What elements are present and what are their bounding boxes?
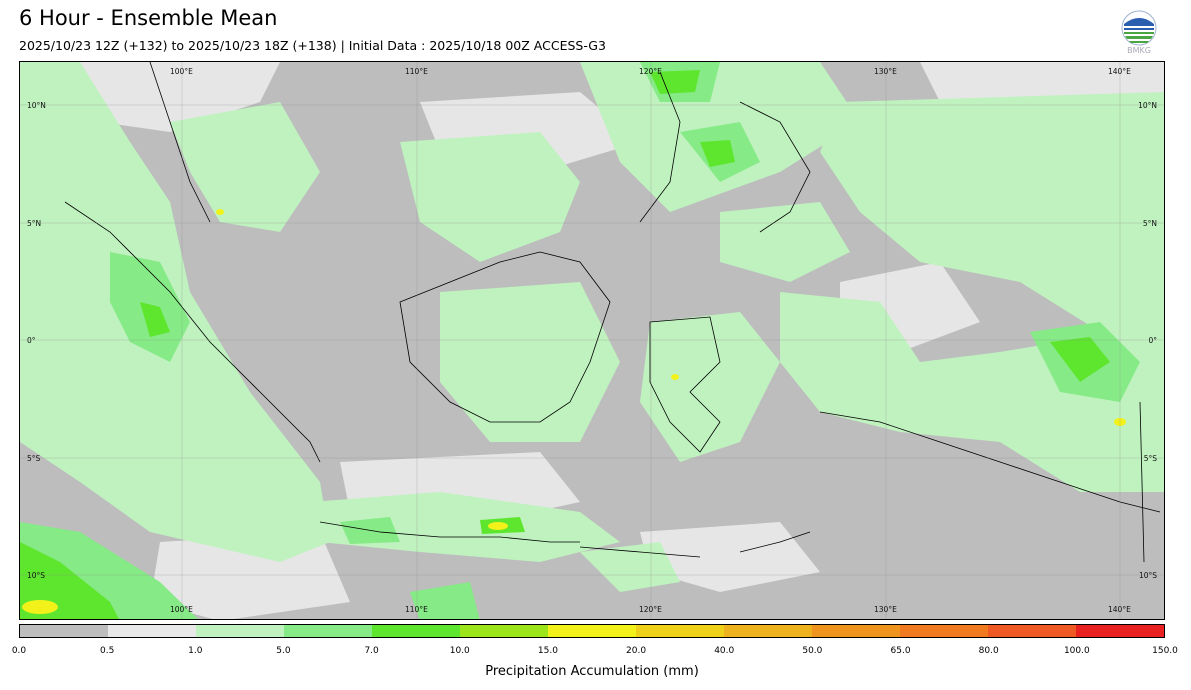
very-heavy-rain-regions <box>20 70 1110 619</box>
colorbar-tick-label: 20.0 <box>626 646 647 656</box>
svg-text:BMKG: BMKG <box>1127 46 1151 54</box>
lon-label-140e-bottom: 140°E <box>1108 605 1131 614</box>
lon-label-130e-top: 130°E <box>874 67 897 76</box>
lon-label-110e-top: 110°E <box>405 67 428 76</box>
colorbar <box>19 624 1165 638</box>
colorbar-segment <box>812 625 900 637</box>
colorbar-tick-label: 5.0 <box>276 646 291 656</box>
lat-label-0-left: 0° <box>27 336 36 345</box>
lat-label-5n-left: 5°N <box>27 219 42 228</box>
lon-label-100e-top: 100°E <box>170 67 193 76</box>
colorbar-tick-label: 100.0 <box>1063 646 1090 656</box>
chart-subtitle: 2025/10/23 12Z (+132) to 2025/10/23 18Z … <box>19 38 606 53</box>
colorbar-tick-label: 7.0 <box>364 646 379 656</box>
lon-label-120e-top: 120°E <box>639 67 662 76</box>
lat-label-0-right: 0° <box>1148 336 1157 345</box>
colorbar-tick-label: 0.5 <box>99 646 115 656</box>
lat-label-5n-right: 5°N <box>1142 219 1157 228</box>
colorbar-segment <box>988 625 1076 637</box>
colorbar-segment <box>20 625 108 637</box>
colorbar-segment <box>284 625 372 637</box>
precipitation-map: 100°E 110°E 120°E 130°E 140°E 100°E 110°… <box>19 61 1165 620</box>
colorbar-segment <box>196 625 284 637</box>
lat-label-10s-left: 10°S <box>27 571 46 580</box>
gridlines <box>20 62 1164 619</box>
bmkg-logo-icon: BMKG <box>1121 10 1157 55</box>
colorbar-tick-label: 0.0 <box>11 646 27 656</box>
lat-label-5s-right: 5°S <box>1143 454 1157 463</box>
colorbar-tick-label: 40.0 <box>714 646 735 656</box>
colorbar-tick-label: 150.0 <box>1152 646 1178 656</box>
lon-label-120e-bottom: 120°E <box>639 605 662 614</box>
lon-label-100e-bottom: 100°E <box>170 605 193 614</box>
colorbar-segment <box>724 625 812 637</box>
lat-label-10s-right: 10°S <box>1138 571 1157 580</box>
colorbar-segment <box>372 625 460 637</box>
lat-label-5s-left: 5°S <box>27 454 41 463</box>
colorbar-tick-label: 15.0 <box>537 646 558 656</box>
colorbar-segment <box>636 625 724 637</box>
colorbar-segment <box>900 625 988 637</box>
colorbar-tick-label: 10.0 <box>449 646 470 656</box>
chart-title: 6 Hour - Ensemble Mean <box>19 6 278 30</box>
colorbar-tick-label: 65.0 <box>890 646 911 656</box>
lon-label-110e-bottom: 110°E <box>405 605 428 614</box>
colorbar-label: Precipitation Accumulation (mm) <box>485 664 699 679</box>
extreme-rain-spots <box>22 209 1126 614</box>
colorbar-tick-label: 80.0 <box>978 646 999 656</box>
colorbar-segment <box>460 625 548 637</box>
colorbar-tick-label: 50.0 <box>802 646 823 656</box>
colorbar-segment <box>108 625 196 637</box>
lon-label-130e-bottom: 130°E <box>874 605 897 614</box>
lat-label-10n-right: 10°N <box>1138 101 1157 110</box>
colorbar-tick-label: 1.0 <box>188 646 203 656</box>
colorbar-segment <box>548 625 636 637</box>
lon-label-140e-top: 140°E <box>1108 67 1131 76</box>
lat-label-10n-left: 10°N <box>27 101 46 110</box>
colorbar-segment <box>1076 625 1164 637</box>
